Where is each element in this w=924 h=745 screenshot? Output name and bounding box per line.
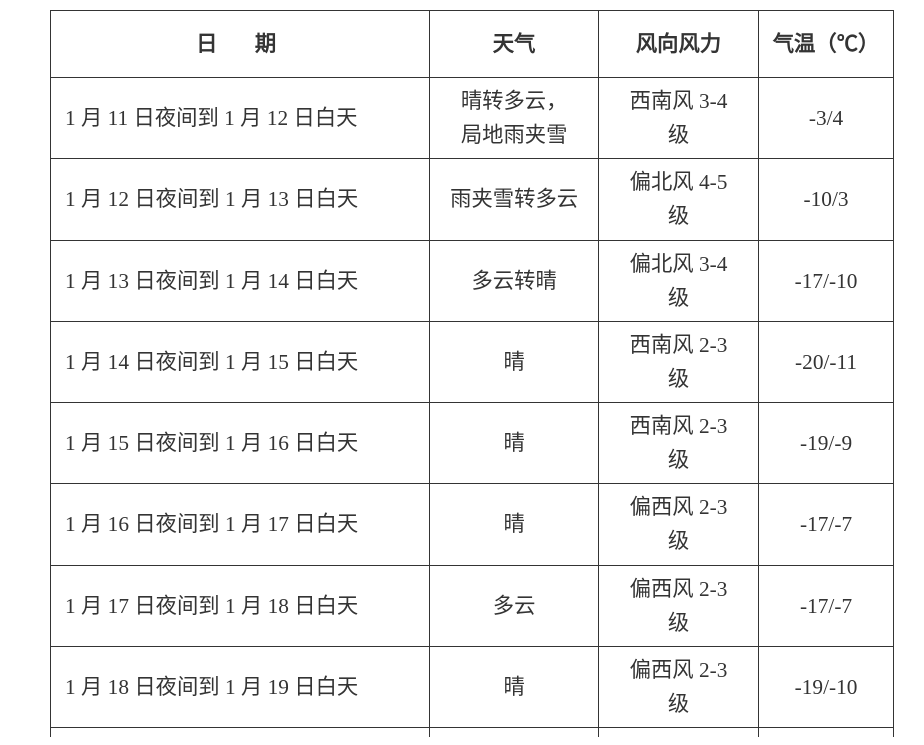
- cell-temp: -17/-7: [759, 565, 894, 646]
- cell-date: 1 月 13 日夜间到 1 月 14 日白天: [51, 240, 430, 321]
- cell-wind: 西南风 2-3级: [598, 403, 758, 484]
- cell-wind: 西南风 3-4级: [598, 78, 758, 159]
- cell-wind: 偏北风 4-5级: [598, 159, 758, 240]
- table-row: 1 月 12 日夜间到 1 月 13 日白天雨夹雪转多云偏北风 4-5级-10/…: [51, 159, 894, 240]
- cell-wind: 西南风 2-3级: [598, 321, 758, 402]
- bottom-crop: [0, 737, 924, 745]
- cell-weather: 晴: [430, 646, 599, 727]
- weather-forecast-table: 日 期 天气 风向风力 气温（℃） 1 月 11 日夜间到 1 月 12 日白天…: [50, 10, 894, 745]
- cell-temp: -17/-10: [759, 240, 894, 321]
- table-header-row: 日 期 天气 风向风力 气温（℃）: [51, 11, 894, 78]
- table-row: 1 月 14 日夜间到 1 月 15 日白天晴西南风 2-3级-20/-11: [51, 321, 894, 402]
- table-row: 1 月 13 日夜间到 1 月 14 日白天多云转晴偏北风 3-4级-17/-1…: [51, 240, 894, 321]
- col-header-date: 日 期: [51, 11, 430, 78]
- cell-weather: 晴: [430, 321, 599, 402]
- table-row: 1 月 11 日夜间到 1 月 12 日白天晴转多云，局地雨夹雪西南风 3-4级…: [51, 78, 894, 159]
- cell-temp: -20/-11: [759, 321, 894, 402]
- cell-weather: 晴转多云，局地雨夹雪: [430, 78, 599, 159]
- cell-date: 1 月 17 日夜间到 1 月 18 日白天: [51, 565, 430, 646]
- cell-date: 1 月 11 日夜间到 1 月 12 日白天: [51, 78, 430, 159]
- col-header-weather: 天气: [430, 11, 599, 78]
- col-header-wind: 风向风力: [598, 11, 758, 78]
- cell-temp: -19/-10: [759, 646, 894, 727]
- cell-temp: -17/-7: [759, 484, 894, 565]
- cell-temp: -19/-9: [759, 403, 894, 484]
- cell-weather: 晴: [430, 403, 599, 484]
- table-row: 1 月 17 日夜间到 1 月 18 日白天多云偏西风 2-3级-17/-7: [51, 565, 894, 646]
- cell-weather: 多云: [430, 565, 599, 646]
- cell-temp: -10/3: [759, 159, 894, 240]
- weather-forecast-table-container: 日 期 天气 风向风力 气温（℃） 1 月 11 日夜间到 1 月 12 日白天…: [0, 0, 924, 745]
- cell-date: 1 月 12 日夜间到 1 月 13 日白天: [51, 159, 430, 240]
- cell-wind: 偏西风 2-3级: [598, 646, 758, 727]
- table-row: 1 月 18 日夜间到 1 月 19 日白天晴偏西风 2-3级-19/-10: [51, 646, 894, 727]
- table-row: 1 月 16 日夜间到 1 月 17 日白天晴偏西风 2-3级-17/-7: [51, 484, 894, 565]
- cell-date: 1 月 16 日夜间到 1 月 17 日白天: [51, 484, 430, 565]
- cell-weather: 晴: [430, 484, 599, 565]
- table-row: 1 月 15 日夜间到 1 月 16 日白天晴西南风 2-3级-19/-9: [51, 403, 894, 484]
- cell-weather: 多云转晴: [430, 240, 599, 321]
- table-body: 1 月 11 日夜间到 1 月 12 日白天晴转多云，局地雨夹雪西南风 3-4级…: [51, 78, 894, 745]
- cell-weather: 雨夹雪转多云: [430, 159, 599, 240]
- cell-wind: 偏西风 2-3级: [598, 565, 758, 646]
- cell-wind: 偏西风 2-3级: [598, 484, 758, 565]
- cell-date: 1 月 14 日夜间到 1 月 15 日白天: [51, 321, 430, 402]
- cell-date: 1 月 15 日夜间到 1 月 16 日白天: [51, 403, 430, 484]
- cell-temp: -3/4: [759, 78, 894, 159]
- col-header-temp: 气温（℃）: [759, 11, 894, 78]
- cell-wind: 偏北风 3-4级: [598, 240, 758, 321]
- cell-date: 1 月 18 日夜间到 1 月 19 日白天: [51, 646, 430, 727]
